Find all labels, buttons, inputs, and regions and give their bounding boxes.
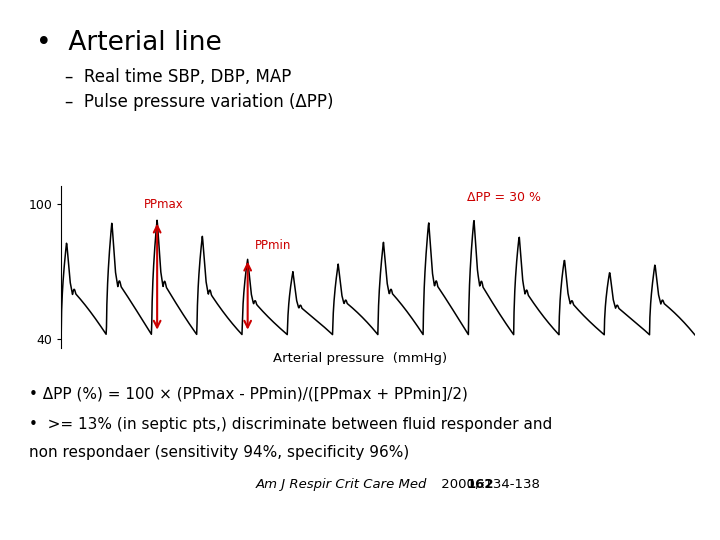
Text: :134-138: :134-138: [481, 478, 541, 491]
Text: PPmax: PPmax: [143, 198, 184, 211]
Text: Arterial pressure  (mmHg): Arterial pressure (mmHg): [273, 352, 447, 365]
Text: •  Arterial line: • Arterial line: [36, 30, 222, 56]
Text: ΔPP = 30 %: ΔPP = 30 %: [467, 191, 541, 204]
Text: PPmin: PPmin: [254, 239, 291, 252]
Text: non respondaer (sensitivity 94%, specificity 96%): non respondaer (sensitivity 94%, specifi…: [29, 446, 409, 461]
Text: 2000,: 2000,: [437, 478, 483, 491]
Text: –  Real time SBP, DBP, MAP: – Real time SBP, DBP, MAP: [65, 68, 291, 85]
Text: –  Pulse pressure variation (ΔPP): – Pulse pressure variation (ΔPP): [65, 93, 333, 111]
Text: Am J Respir Crit Care Med: Am J Respir Crit Care Med: [256, 478, 427, 491]
Text: •  >= 13% (in septic pts,) discriminate between fluid responder and: • >= 13% (in septic pts,) discriminate b…: [29, 417, 552, 432]
Text: 162: 162: [467, 478, 494, 491]
Text: • ΔPP (%) = 100 × (PPmax - PPmin)/([PPmax + PPmin]/2): • ΔPP (%) = 100 × (PPmax - PPmin)/([PPma…: [29, 386, 468, 401]
